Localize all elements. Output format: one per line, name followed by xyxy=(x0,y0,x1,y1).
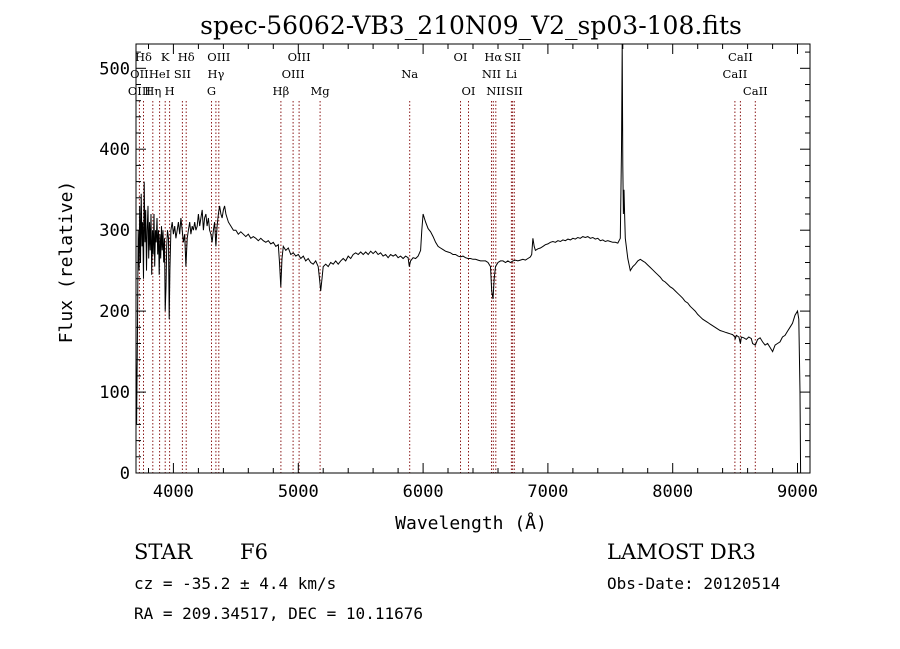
line-marker-label: NII xyxy=(486,84,505,98)
line-marker-label: OIII xyxy=(282,67,305,81)
line-marker-label: Na xyxy=(401,67,418,81)
line-marker-label: OIII xyxy=(207,50,230,64)
y-tick-label: 400 xyxy=(99,140,130,160)
coordinates: RA = 209.34517, DEC = 10.11676 xyxy=(134,604,423,623)
y-tick-label: 200 xyxy=(99,302,130,322)
line-marker-label: Hβ xyxy=(273,84,290,98)
y-tick-label: 500 xyxy=(99,59,130,79)
line-marker-label: OIII xyxy=(128,84,151,98)
line-marker-label: Hδ xyxy=(135,50,152,64)
line-marker-label: OIII xyxy=(288,50,311,64)
axis-ticks xyxy=(136,44,810,474)
line-marker-label: CaII xyxy=(728,50,753,64)
x-tick-label: 8000 xyxy=(652,482,693,502)
line-markers xyxy=(138,101,756,473)
x-tick-label: 6000 xyxy=(403,482,444,502)
line-marker-label: Hα xyxy=(484,50,502,64)
line-marker-label: G xyxy=(207,84,216,98)
y-tick-label: 300 xyxy=(99,221,130,241)
y-tick-labels: 0 100 200 300 400 500 xyxy=(99,59,130,484)
x-tick-label: 5000 xyxy=(278,482,319,502)
line-marker-label: Li xyxy=(506,67,518,81)
line-marker-label: OI xyxy=(454,50,468,64)
survey-name: LAMOST DR3 xyxy=(607,540,756,564)
x-tick-label: 9000 xyxy=(777,482,818,502)
line-marker-label: HeI xyxy=(149,67,170,81)
spectrum-series-line xyxy=(135,43,802,474)
line-marker-label: SII xyxy=(504,50,521,64)
chart-title: spec-56062-VB3_210N09_V2_sp03-108.fits xyxy=(200,11,742,40)
line-marker-label: Hη xyxy=(144,84,161,98)
line-marker-label: OI xyxy=(462,84,476,98)
x-tick-labels: 4000 5000 6000 7000 8000 9000 xyxy=(153,482,818,502)
object-type: STAR xyxy=(134,540,193,564)
line-marker-label: SII xyxy=(174,67,191,81)
x-tick-label: 4000 xyxy=(153,482,194,502)
redshift-readout: cz = -35.2 ± 4.4 km/s xyxy=(134,574,336,593)
y-tick-label: 0 xyxy=(120,464,130,484)
y-axis-label: Flux (relative) xyxy=(56,181,77,344)
line-marker-label: Hδ xyxy=(178,50,195,64)
obs-date: Obs-Date: 20120514 xyxy=(607,574,780,593)
spectral-subclass: F6 xyxy=(240,540,268,564)
line-marker-label: CaII xyxy=(723,67,748,81)
line-marker-label: H xyxy=(165,84,175,98)
line-marker-label: K xyxy=(161,50,170,64)
line-marker-label: CaII xyxy=(743,84,768,98)
y-tick-label: 100 xyxy=(99,383,130,403)
line-marker-label: Mg xyxy=(311,84,331,98)
x-tick-label: 7000 xyxy=(527,482,568,502)
plot-frame xyxy=(135,43,811,474)
line-marker-label: NII xyxy=(482,67,501,81)
line-marker-label: SII xyxy=(506,84,523,98)
x-axis-label: Wavelength (Å) xyxy=(395,512,547,534)
line-marker-label: Hγ xyxy=(207,67,224,81)
line-marker-label: OII xyxy=(130,67,149,81)
